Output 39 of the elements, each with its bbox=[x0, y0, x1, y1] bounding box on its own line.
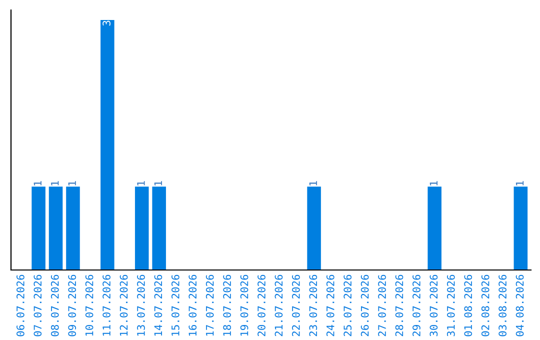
x-tick-label: 02.08.2026 bbox=[481, 274, 490, 336]
x-tick-label: 18.07.2026 bbox=[223, 274, 232, 336]
x-tick-label: 13.07.2026 bbox=[137, 274, 145, 336]
x-tick-label: 29.07.2026 bbox=[412, 274, 420, 336]
x-tick-label: 24.07.2026 bbox=[326, 274, 334, 336]
x-tick-label: 31.07.2026 bbox=[446, 274, 455, 336]
x-tick-label: 15.07.2026 bbox=[171, 274, 180, 336]
x-tick-label: 28.07.2026 bbox=[395, 274, 404, 336]
x-tick-label: 14.07.2026 bbox=[154, 274, 162, 336]
x-tick-label: 01.08.2026 bbox=[464, 274, 472, 336]
x-tick-label: 12.07.2026 bbox=[120, 274, 128, 336]
x-tick-label: 30.07.2026 bbox=[430, 274, 438, 336]
data-label: 1 bbox=[309, 181, 317, 186]
x-tick-label: 23.07.2026 bbox=[309, 274, 318, 336]
x-tick-label: 22.07.2026 bbox=[292, 274, 300, 336]
x-tick-label: 10.07.2026 bbox=[85, 274, 94, 336]
x-tick-label: 21.07.2026 bbox=[274, 274, 283, 336]
x-tick-label: 16.07.2026 bbox=[188, 274, 197, 336]
data-label: 1 bbox=[137, 181, 145, 186]
x-tick-label: 09.07.2026 bbox=[68, 274, 76, 336]
x-tick-label: 25.07.2026 bbox=[344, 274, 352, 336]
x-tick-label: 19.07.2026 bbox=[240, 274, 248, 336]
x-tick-label: 04.08.2026 bbox=[516, 274, 524, 336]
data-label: 1 bbox=[516, 181, 524, 186]
x-tick-label: 03.08.2026 bbox=[498, 274, 506, 336]
x-tick-label: 17.07.2026 bbox=[206, 274, 214, 336]
x-tick-label: 26.07.2026 bbox=[360, 274, 369, 336]
x-tick-label: 11.07.2026 bbox=[102, 274, 110, 336]
x-tick-label: 08.07.2026 bbox=[50, 274, 59, 336]
data-label: 1 bbox=[51, 181, 59, 186]
x-tick-label: 07.07.2026 bbox=[34, 274, 42, 336]
data-label: 3 bbox=[102, 20, 110, 26]
x-tick-label: 27.07.2026 bbox=[378, 274, 386, 336]
data-label: 1 bbox=[154, 181, 162, 186]
data-label: 1 bbox=[430, 181, 438, 186]
data-label: 1 bbox=[34, 181, 42, 186]
x-tick-label: 06.07.2026 bbox=[16, 274, 24, 336]
x-tick-label: 20.07.2026 bbox=[258, 274, 266, 336]
data-label: 1 bbox=[68, 181, 76, 186]
